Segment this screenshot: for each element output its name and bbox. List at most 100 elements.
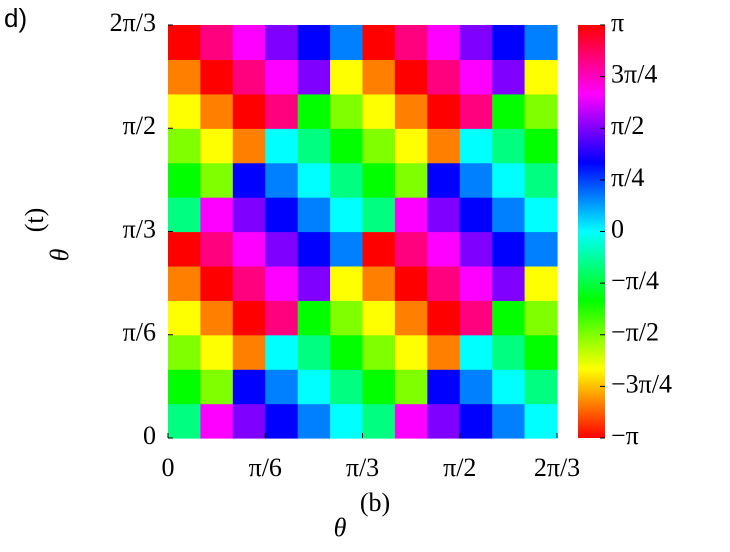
heatmap-cell: [265, 25, 299, 61]
heatmap-cell: [427, 162, 461, 198]
heatmap-cell: [459, 334, 493, 370]
heatmap-cell: [168, 369, 202, 405]
heatmap-cell: [492, 59, 526, 95]
heatmap-cell: [297, 197, 331, 233]
heatmap-cell: [168, 93, 202, 129]
heatmap-cell: [232, 369, 266, 405]
heatmap-cell: [168, 300, 202, 336]
heatmap-cell: [297, 128, 331, 164]
heatmap-cell: [459, 369, 493, 405]
heatmap-cell: [168, 334, 202, 370]
heatmap-cell: [265, 265, 299, 301]
heatmap-cell: [524, 25, 558, 61]
heatmap-cell: [492, 197, 526, 233]
heatmap-cell: [362, 334, 396, 370]
heatmap-cell: [232, 93, 266, 129]
heatmap-cell: [330, 128, 364, 164]
heatmap-cell: [232, 128, 266, 164]
heatmap-cell: [524, 334, 558, 370]
heatmap-cell: [459, 265, 493, 301]
y-axis-label: θ: [45, 248, 74, 261]
heatmap-cell: [265, 162, 299, 198]
heatmap-cell: [427, 334, 461, 370]
heatmap-cell: [297, 334, 331, 370]
heatmap-cell: [265, 231, 299, 267]
heatmap-cell: [265, 300, 299, 336]
heatmap-cell: [427, 197, 461, 233]
colorbar-tick-label: −π/2: [611, 318, 659, 347]
x-tick-label: 0: [162, 453, 175, 482]
heatmap-cell: [168, 128, 202, 164]
heatmap-cell: [168, 403, 202, 439]
heatmap-cell: [459, 197, 493, 233]
heatmap-cell: [265, 59, 299, 95]
x-tick-label: 2π/3: [534, 453, 580, 482]
heatmap-cell: [330, 25, 364, 61]
heatmap-cell: [297, 300, 331, 336]
heatmap-cell: [459, 93, 493, 129]
heatmap-cell: [200, 231, 234, 267]
heatmap-cell: [459, 231, 493, 267]
heatmap-cell: [362, 197, 396, 233]
colorbar-tick-label: −π/4: [611, 266, 659, 295]
y-tick-label: 0: [143, 421, 156, 450]
heatmap-cell: [200, 93, 234, 129]
heatmap-cell: [330, 265, 364, 301]
colorbar-tick-label: 0: [611, 214, 624, 243]
heatmap-cell: [394, 300, 428, 336]
x-tick-label: π/6: [249, 453, 282, 482]
y-axis-label-superscript: (t): [20, 208, 49, 233]
heatmap-cell: [200, 265, 234, 301]
heatmap-cell: [362, 162, 396, 198]
heatmap-cell: [427, 300, 461, 336]
heatmap-cell: [362, 403, 396, 439]
heatmap-cell: [232, 25, 266, 61]
heatmap-cell: [330, 59, 364, 95]
heatmap-cell: [492, 25, 526, 61]
heatmap-cell: [362, 231, 396, 267]
heatmap-cell: [492, 300, 526, 336]
heatmap-cell: [524, 197, 558, 233]
heatmap-cell: [200, 128, 234, 164]
heatmap-cell: [427, 231, 461, 267]
heatmap-cell: [492, 93, 526, 129]
heatmap-cell: [232, 59, 266, 95]
heatmap-cell: [427, 128, 461, 164]
heatmap-cell: [362, 59, 396, 95]
heatmap-cell: [330, 162, 364, 198]
heatmap-cell: [265, 93, 299, 129]
heatmap-cell: [524, 59, 558, 95]
heatmap-cell: [168, 231, 202, 267]
x-tick-label: π/3: [346, 453, 379, 482]
heatmap-cell: [265, 197, 299, 233]
heatmap-cell: [297, 231, 331, 267]
heatmap-cell: [394, 197, 428, 233]
heatmap-cell: [330, 300, 364, 336]
heatmap-cell: [330, 93, 364, 129]
heatmap-cell: [459, 25, 493, 61]
heatmap-cell: [168, 162, 202, 198]
heatmap-cell: [362, 369, 396, 405]
heatmap-cell: [492, 403, 526, 439]
heatmap-cell: [168, 59, 202, 95]
heatmap-cell: [394, 403, 428, 439]
heatmap-cell: [394, 128, 428, 164]
heatmap-cell: [394, 265, 428, 301]
colorbar-tick-label: −π: [611, 421, 639, 450]
heatmap-cell: [232, 403, 266, 439]
heatmap-cell: [427, 369, 461, 405]
heatmap-cell: [265, 403, 299, 439]
heatmap-cell: [168, 265, 202, 301]
colorbar-tick-label: −3π/4: [611, 369, 672, 398]
heatmap-cell: [492, 265, 526, 301]
heatmap-cell: [362, 25, 396, 61]
heatmap-cell: [524, 265, 558, 301]
heatmap-cell: [200, 59, 234, 95]
heatmap-cell: [524, 93, 558, 129]
heatmap-cell: [394, 369, 428, 405]
heatmap-cell: [427, 93, 461, 129]
heatmap-cell: [427, 403, 461, 439]
heatmap: [168, 25, 558, 439]
heatmap-cell: [330, 197, 364, 233]
